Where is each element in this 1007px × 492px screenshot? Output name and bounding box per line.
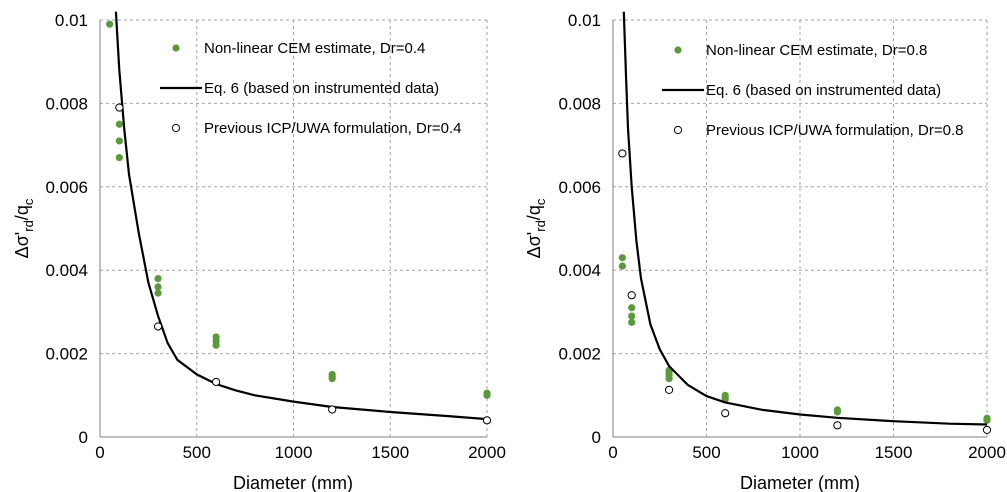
y-tick-label: 0.01 <box>568 11 601 30</box>
x-axis-title: Diameter (mm) <box>740 473 860 492</box>
y-tick-label: 0.008 <box>45 94 88 113</box>
legend-swatch-open-marker <box>673 125 683 135</box>
data-point-cem <box>328 375 336 383</box>
data-point-cem <box>665 375 673 383</box>
data-point-icp-uwa <box>833 421 842 430</box>
chart-right: 0 500 1000 1500 2000 0 0.002 0.004 0.006 0.008 0.0… <box>524 11 1006 492</box>
data-point-cem <box>618 262 626 270</box>
y-axis-title-subscript: c <box>21 198 36 205</box>
data-point-cem <box>212 341 220 349</box>
data-point-icp-uwa <box>212 377 221 387</box>
y-tick-label: 0.006 <box>45 178 88 197</box>
legend-entry: Previous ICP/UWA formulation, Dr=0.4 <box>204 120 461 137</box>
y-axis-title-subscript: rd <box>21 220 36 232</box>
data-point-cem <box>115 137 123 145</box>
data-point-cem <box>483 391 491 399</box>
x-tick-label: 500 <box>183 443 211 462</box>
data-point-icp-uwa <box>618 149 627 158</box>
x-tick-label: 0 <box>608 443 617 462</box>
y-axis-title-part: /q <box>12 205 32 220</box>
x-tick-label: 1000 <box>275 443 313 462</box>
legend-entry: Non-linear CEM estimate, Dr=0.8 <box>706 42 927 59</box>
data-point-cem <box>983 416 991 424</box>
y-tick-label: 0.006 <box>558 178 601 197</box>
y-axis-title-part: /q <box>524 205 544 220</box>
data-point-icp-uwa <box>665 385 674 394</box>
data-point-cem <box>154 283 162 291</box>
y-tick-label: 0 <box>592 428 601 447</box>
x-tick-label: 500 <box>692 443 720 462</box>
data-point-cem <box>154 289 162 297</box>
legend-entry: Eq. 6 (based on instrumented data) <box>204 80 439 97</box>
y-axis-title-part: Δσ' <box>12 232 32 259</box>
series-line-eq6 <box>622 11 988 426</box>
legend-swatch-open-marker <box>171 123 181 133</box>
y-tick-label: 0.004 <box>45 261 88 280</box>
data-point-cem <box>154 274 162 283</box>
series-line-eq6 <box>114 11 488 421</box>
data-point-cem <box>628 318 636 326</box>
legend-entry: Non-linear CEM estimate, Dr=0.4 <box>204 40 425 57</box>
y-tick-label: 0 <box>79 428 88 447</box>
data-point-icp-uwa <box>627 291 636 300</box>
y-tick-label: 0.002 <box>558 345 601 364</box>
x-tick-label: 1000 <box>781 443 819 462</box>
data-point-cem <box>618 254 626 262</box>
x-tick-label: 2000 <box>468 443 506 462</box>
data-point-icp-uwa <box>115 103 124 112</box>
data-point-cem <box>833 408 842 416</box>
y-axis-title: Δσ'rd/qc <box>12 198 36 258</box>
data-point-cem <box>628 304 636 312</box>
x-tick-label: 1500 <box>875 443 913 462</box>
y-tick-label: 0.002 <box>45 345 88 364</box>
data-point-icp-uwa <box>721 409 730 418</box>
y-tick-label: 0.004 <box>558 261 601 280</box>
x-tick-label: 1500 <box>371 443 409 462</box>
y-axis-title: Δσ'rd/qc <box>524 198 548 258</box>
x-axis-title: Diameter (mm) <box>233 473 353 492</box>
y-tick-label: 0.008 <box>558 94 601 113</box>
data-point-icp-uwa <box>328 405 337 414</box>
y-axis-title-subscript: rd <box>533 220 548 232</box>
data-point-cem <box>628 312 636 320</box>
y-axis-title-subscript: c <box>533 198 548 205</box>
chart-left: 0 500 1000 1500 2000 0 0.002 0.004 0.006 0.008 0.0… <box>12 11 506 492</box>
y-axis-title-part: Δσ' <box>524 232 544 259</box>
legend-entry: Eq. 6 (based on instrumented data) <box>706 82 941 99</box>
legend-entry: Previous ICP/UWA formulation, Dr=0.8 <box>706 122 963 139</box>
data-point-icp-uwa <box>982 425 992 435</box>
data-point-icp-uwa <box>153 322 163 331</box>
data-point-cem <box>106 20 114 28</box>
legend-swatch-filled-marker <box>674 46 682 54</box>
legend-swatch-filled-marker <box>172 44 180 52</box>
data-point-icp-uwa <box>482 416 492 425</box>
y-tick-label: 0.01 <box>55 11 88 30</box>
x-tick-label: 0 <box>95 443 104 462</box>
data-point-cem <box>115 154 123 162</box>
data-point-cem <box>115 120 123 128</box>
x-tick-label: 2000 <box>968 443 1006 462</box>
